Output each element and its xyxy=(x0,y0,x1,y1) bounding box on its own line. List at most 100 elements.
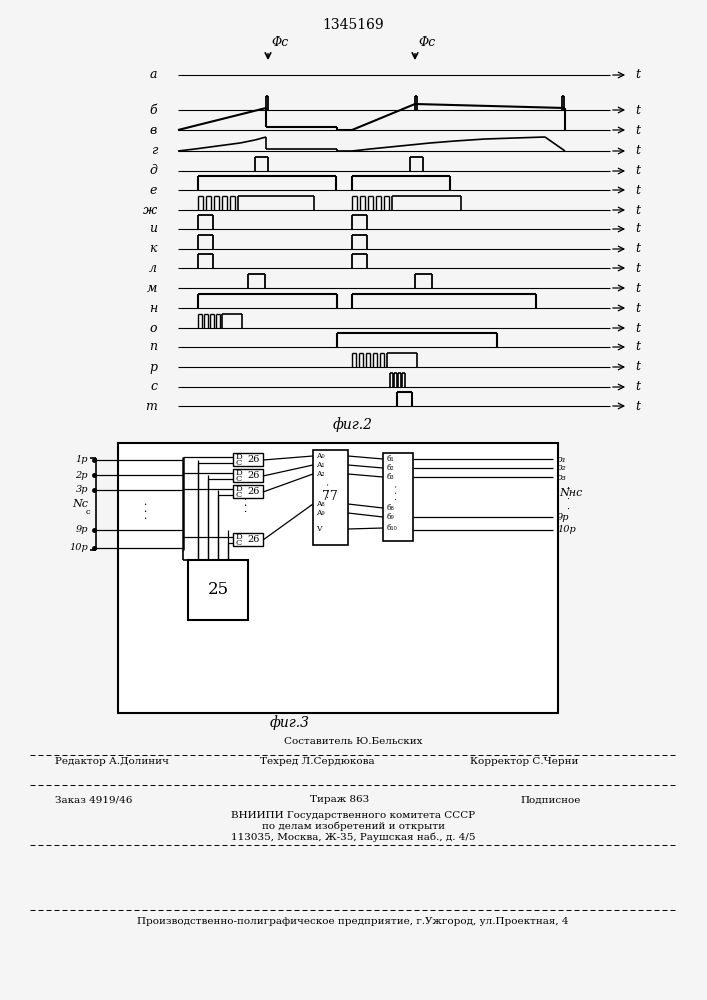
Text: t: t xyxy=(635,144,640,157)
Bar xyxy=(383,453,413,541)
Text: D: D xyxy=(235,533,243,541)
Text: о: о xyxy=(149,322,157,334)
Text: c: c xyxy=(86,508,90,516)
Text: б₈: б₈ xyxy=(387,504,395,512)
Text: 77: 77 xyxy=(322,490,338,504)
Bar xyxy=(188,560,248,620)
Bar xyxy=(233,469,263,482)
Text: 10р: 10р xyxy=(69,544,88,552)
Text: 25: 25 xyxy=(207,582,228,598)
Text: Φc: Φc xyxy=(271,36,288,49)
Text: л: л xyxy=(149,261,157,274)
Text: t: t xyxy=(635,68,640,82)
Text: фиг.3: фиг.3 xyxy=(270,716,310,730)
Text: 2р: 2р xyxy=(76,471,88,480)
Text: D: D xyxy=(235,469,243,477)
Text: Редактор А.Долинич: Редактор А.Долинич xyxy=(55,758,169,766)
Text: Тираж 863: Тираж 863 xyxy=(310,796,369,804)
Text: по делам изобретений и открыти: по делам изобретений и открыти xyxy=(262,821,445,831)
Text: е: е xyxy=(150,184,157,196)
Text: V: V xyxy=(316,525,322,533)
Text: 26: 26 xyxy=(248,536,260,544)
Text: б₃: б₃ xyxy=(387,473,395,481)
Text: C: C xyxy=(236,475,243,483)
Text: Φc: Φc xyxy=(418,36,436,49)
Text: C: C xyxy=(236,459,243,467)
Text: t: t xyxy=(635,184,640,196)
Text: б₁₀: б₁₀ xyxy=(387,524,398,532)
Text: · · ·: · · · xyxy=(243,496,252,512)
Text: Составитель Ю.Бельских: Составитель Ю.Бельских xyxy=(284,738,422,746)
Text: и: и xyxy=(149,223,157,235)
Text: б₁: б₁ xyxy=(387,455,395,463)
Text: A₁: A₁ xyxy=(316,461,325,469)
Text: t: t xyxy=(635,204,640,217)
Text: t: t xyxy=(635,123,640,136)
Text: ·
·
·: · · · xyxy=(566,484,570,514)
Text: t: t xyxy=(635,242,640,255)
Text: 10р: 10р xyxy=(557,526,575,534)
Text: о₂: о₂ xyxy=(557,464,567,473)
Text: t: t xyxy=(635,261,640,274)
Text: t: t xyxy=(635,380,640,393)
Text: с: с xyxy=(150,380,157,393)
Text: ж: ж xyxy=(143,204,157,217)
Text: а: а xyxy=(149,68,157,82)
Text: A₈: A₈ xyxy=(316,500,325,508)
Text: Nc: Nc xyxy=(72,499,88,509)
Text: б: б xyxy=(149,104,157,116)
Text: 3р: 3р xyxy=(76,486,88,494)
Text: б₉: б₉ xyxy=(387,513,395,521)
Text: фиг.2: фиг.2 xyxy=(333,418,373,432)
Text: A₉: A₉ xyxy=(316,509,325,517)
Text: п: п xyxy=(149,340,157,354)
Text: 113035, Москва, Ж-35, Раушская наб., д. 4/5: 113035, Москва, Ж-35, Раушская наб., д. … xyxy=(230,832,475,842)
Text: в: в xyxy=(150,123,157,136)
Text: Подписное: Подписное xyxy=(520,796,580,804)
Text: t: t xyxy=(635,104,640,116)
Bar xyxy=(233,485,263,498)
Text: 26: 26 xyxy=(248,456,260,464)
Text: · · ·: · · · xyxy=(394,484,402,500)
Bar xyxy=(313,450,348,545)
Text: к: к xyxy=(149,242,157,255)
Text: м: м xyxy=(146,282,157,294)
Text: б₂: б₂ xyxy=(387,464,395,472)
Text: Заказ 4919/46: Заказ 4919/46 xyxy=(55,796,132,804)
Text: 26: 26 xyxy=(248,472,260,481)
Text: t: t xyxy=(635,322,640,334)
Text: D: D xyxy=(235,453,243,461)
Text: 9р: 9р xyxy=(76,526,88,534)
Text: 26: 26 xyxy=(248,488,260,496)
Text: t: t xyxy=(635,302,640,314)
Text: н: н xyxy=(148,302,157,314)
Text: D: D xyxy=(235,485,243,493)
Text: 9р: 9р xyxy=(557,512,570,522)
Text: · · ·: · · · xyxy=(143,501,153,519)
Text: о₃: о₃ xyxy=(557,473,567,482)
Bar xyxy=(118,443,558,713)
Bar xyxy=(233,533,263,546)
Text: t: t xyxy=(635,223,640,235)
Text: · · ·: · · · xyxy=(243,496,252,512)
Text: Техред Л.Сердюкова: Техред Л.Сердюкова xyxy=(260,758,375,766)
Text: t: t xyxy=(635,282,640,294)
Text: 1р: 1р xyxy=(76,456,88,464)
Text: Производственно-полиграфическое предприятие, г.Ужгород, ул.Проектная, 4: Производственно-полиграфическое предприя… xyxy=(137,918,568,926)
Text: t: t xyxy=(635,360,640,373)
Text: C: C xyxy=(236,491,243,499)
Text: t: t xyxy=(635,399,640,412)
Text: ВНИИПИ Государственного комитета СССР: ВНИИПИ Государственного комитета СССР xyxy=(231,810,475,820)
Text: Корректор С.Черни: Корректор С.Черни xyxy=(470,758,578,766)
Text: A₂: A₂ xyxy=(316,470,325,478)
Text: t: t xyxy=(635,340,640,354)
Text: 1345169: 1345169 xyxy=(322,18,384,32)
Text: о₁: о₁ xyxy=(557,454,567,464)
Text: · · ·: · · · xyxy=(325,482,334,498)
Text: A₀: A₀ xyxy=(316,452,325,460)
Text: C: C xyxy=(236,539,243,547)
Text: t: t xyxy=(635,164,640,178)
Text: Nнс: Nнс xyxy=(559,488,583,498)
Bar xyxy=(233,453,263,466)
Text: д: д xyxy=(149,164,157,178)
